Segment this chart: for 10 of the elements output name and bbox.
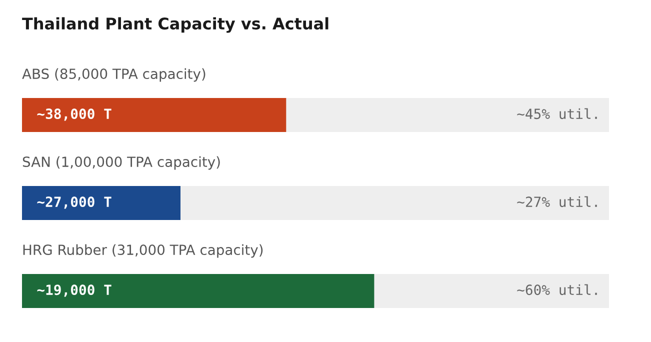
- y-tick-label: SAN (1,00,000 TPA capacity): [22, 156, 220, 170]
- annotation: ~38,000 T: [37, 108, 112, 121]
- data-label: ~27% util.: [517, 196, 597, 208]
- chart-title: Thailand Plant Capacity vs. Actual: [22, 17, 328, 33]
- annotation: ~19,000 T: [37, 284, 112, 297]
- data-label: ~45% util.: [517, 108, 597, 120]
- data-label: ~60% util.: [517, 284, 597, 296]
- y-tick-label: HRG Rubber (31,000 TPA capacity): [23, 244, 263, 258]
- y-tick-label: ABS (85,000 TPA capacity): [22, 68, 206, 82]
- annotation: ~27,000 T: [37, 196, 112, 209]
